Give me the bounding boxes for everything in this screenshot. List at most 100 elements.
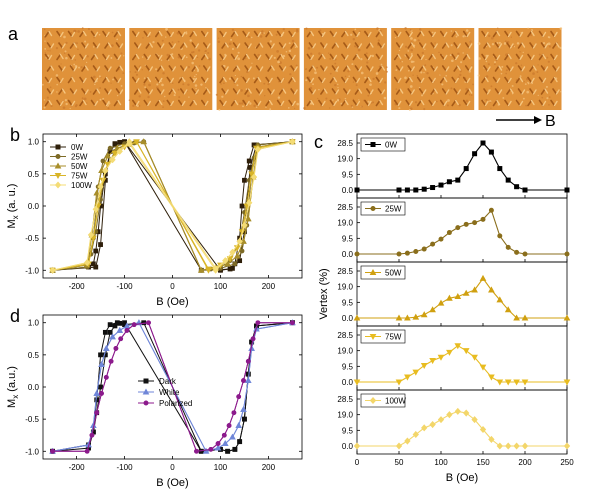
data-point [396,251,402,257]
data-point [504,306,512,313]
data-point [396,187,402,193]
y-tick-label: 19.0 [337,411,353,420]
data-point [245,358,251,364]
y-tick-label: 0.0 [28,202,40,211]
data-point [94,410,100,416]
data-point [496,379,504,386]
data-point [497,166,503,172]
subplot-50w: 0.0 9.5 19.0 28.5 50W [337,261,571,327]
y-tick-label: 9.5 [342,234,354,243]
data-point [194,448,199,454]
data-point [354,251,360,257]
data-point [205,267,212,274]
data-point [479,425,487,434]
data-point [420,363,428,370]
legend-marker [54,181,62,189]
x-tick-label: 150 [476,458,490,467]
data-point [353,379,361,386]
data-point [248,171,255,178]
legend-marker [54,162,62,169]
data-point [104,152,112,159]
data-point [98,242,103,247]
data-point [353,442,361,450]
legend-label: 0W [71,143,83,152]
legend-label: 25W [71,153,88,162]
y-tick-label: 0.0 [342,442,354,451]
series-line [52,141,293,271]
data-point [497,233,503,239]
data-point [126,140,133,148]
data-point [514,184,520,190]
data-point [404,250,410,256]
data-point [49,266,56,274]
series-100w [49,138,296,274]
data-point [240,406,247,412]
data-point [521,379,529,386]
y-tick-label: 28.5 [337,395,353,404]
data-point [116,327,123,333]
y-axis-label: Mx (a.u.) [6,366,20,408]
data-point [488,207,494,213]
data-point [93,248,99,254]
data-point [108,358,114,364]
data-point [563,314,571,321]
x-tick-label: -100 [117,463,134,472]
mfm-tile [477,27,563,110]
legend: Dark White Polarized [138,377,192,408]
data-point [241,221,248,229]
data-point [113,346,119,351]
data-point [446,411,453,419]
data-point [564,251,570,257]
data-point [94,397,100,403]
data-point [513,379,520,386]
y-tick-label: 9.5 [342,426,354,435]
legend-label: Polarized [159,399,192,408]
data-point [421,246,427,252]
data-point [140,138,147,145]
data-point [225,448,231,454]
data-point [522,251,528,257]
subplot-75w: 0.0 9.5 19.0 28.5 75W [337,325,571,391]
mfm-tile [391,27,475,111]
y-tick-label: 0.0 [342,314,354,323]
subplot-100w: 0.0 9.5 19.0 28.5 100W [337,389,571,455]
legend-marker [55,154,61,159]
data-point [471,354,478,361]
y-tick-label: 19.0 [337,283,353,292]
data-point [250,173,258,181]
x-tick-label: 50 [395,458,404,467]
data-point [513,442,520,450]
data-point [226,423,232,428]
data-point [107,329,113,335]
data-point [395,442,403,450]
data-point [133,139,140,146]
data-point [246,158,252,164]
data-point [98,352,103,358]
data-point [222,257,229,265]
legend-label: 0W [385,141,397,150]
data-point [412,430,419,439]
data-point [107,145,113,151]
y-tick-label: 1.0 [28,138,40,147]
data-point [404,374,411,381]
y-tick-label: -0.5 [25,415,39,424]
x-tick-label: -100 [117,282,134,291]
data-point [437,299,445,306]
data-point [404,437,411,445]
data-point [246,199,253,207]
data-point [124,328,130,333]
data-point [488,374,495,381]
y-tick-label: 28.5 [337,267,353,276]
panel-letter-d: d [10,306,20,326]
data-point [245,377,252,383]
data-point [237,258,243,264]
data-point [89,432,95,438]
legend-label: 25W [385,205,402,214]
data-point [472,151,478,157]
y-tick-label: 0.0 [342,186,354,195]
legend-marker [370,142,376,147]
legend-label: Dark [159,377,177,386]
x-tick-label: 100 [214,282,228,291]
x-axis-label: B (Oe) [156,296,188,308]
